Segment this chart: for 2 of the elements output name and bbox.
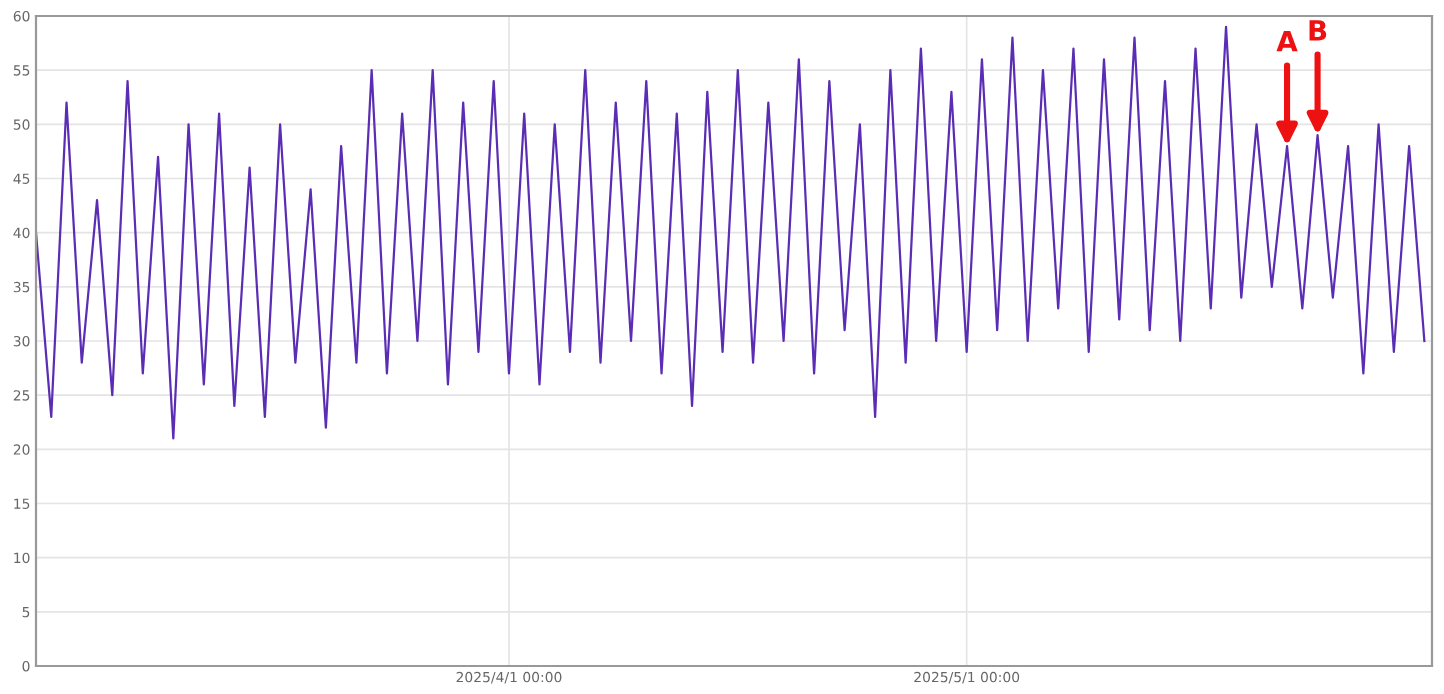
annotation: A — [1276, 31, 1298, 52]
annotation: B — [1309, 20, 1327, 41]
